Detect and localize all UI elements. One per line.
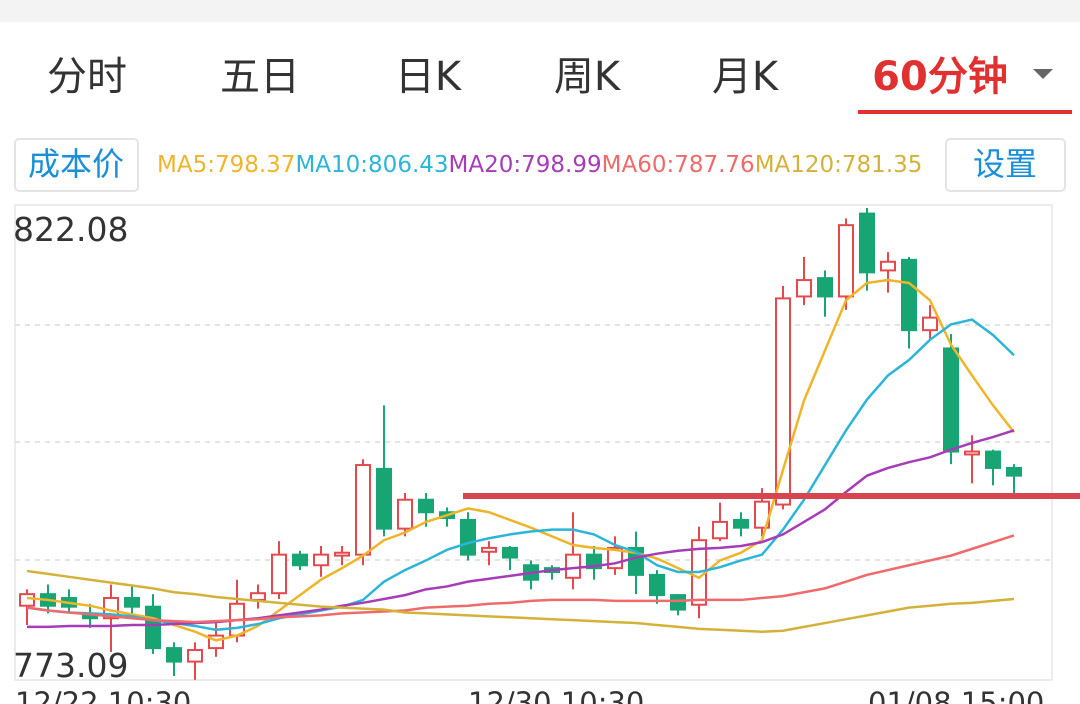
tab[interactable]: 日K xyxy=(395,54,463,100)
candle-body xyxy=(334,551,350,557)
candle-body xyxy=(838,224,854,298)
x-tick-label: 12/22 10:30 xyxy=(15,686,191,704)
legend-entry: MA20:798.99 xyxy=(449,152,602,178)
tab[interactable]: 周K xyxy=(554,54,622,100)
ma-line xyxy=(26,278,1015,642)
tab[interactable]: 月K xyxy=(712,54,780,100)
candle-body xyxy=(943,347,959,453)
status-strip xyxy=(0,0,1080,22)
candle-body xyxy=(901,258,917,332)
candle-body xyxy=(880,260,896,272)
candle-body xyxy=(922,316,938,332)
ma-line xyxy=(27,429,1015,629)
legend-entry: MA120:781.35 xyxy=(755,152,923,178)
candle-body xyxy=(376,467,392,530)
ma-line xyxy=(26,534,1015,624)
cost-button-label[interactable]: 成本价 xyxy=(28,145,124,183)
settings-button[interactable] xyxy=(945,138,1066,192)
candle-body xyxy=(292,553,308,567)
candle-body xyxy=(649,573,665,597)
candle-body xyxy=(775,297,791,506)
cost-button[interactable] xyxy=(14,138,139,192)
candle-body xyxy=(145,605,161,650)
candle-body xyxy=(796,279,812,298)
tab[interactable]: 60分钟 xyxy=(872,54,1008,100)
candle-body xyxy=(481,546,497,553)
y-tick-label: 822.08 xyxy=(13,210,128,249)
candle-body xyxy=(1006,466,1022,477)
candle-body xyxy=(859,212,875,274)
candle-body xyxy=(397,498,413,530)
candle-body xyxy=(166,647,182,663)
legend-entry: MA60:787.76 xyxy=(602,152,755,178)
x-tick-label: 01/08 15:00 xyxy=(868,686,1044,704)
candle-body xyxy=(964,450,980,456)
x-tick-label: 12/30 10:30 xyxy=(468,686,644,704)
settings-button-label[interactable]: 设置 xyxy=(973,145,1037,183)
candle-body xyxy=(502,546,518,559)
tab[interactable]: 分时 xyxy=(47,54,127,100)
candle-body xyxy=(271,553,287,595)
candle-body xyxy=(124,597,140,608)
candle-body xyxy=(313,553,329,567)
candle-body xyxy=(565,553,581,579)
guide-lines xyxy=(15,324,1052,561)
candle-body xyxy=(817,277,833,298)
ma-line xyxy=(26,318,1015,632)
legend-entry: MA10:806.43 xyxy=(295,152,448,178)
legend-entry: MA5:798.37 xyxy=(157,152,295,178)
candle-body xyxy=(733,518,749,529)
tab[interactable]: 五日 xyxy=(220,54,300,100)
dropdown-caret[interactable] xyxy=(1033,69,1053,79)
ma-legend: MA5:798.37MA10:806.43MA20:798.99MA60:787… xyxy=(157,152,922,178)
candle-body xyxy=(712,520,728,540)
candle-body xyxy=(985,450,1001,469)
tab-underline xyxy=(858,110,1072,114)
candle-body xyxy=(418,498,434,514)
candle-body xyxy=(670,594,686,611)
ma-line xyxy=(26,569,1015,633)
candle-body xyxy=(355,464,371,556)
y-tick-label: 773.09 xyxy=(13,646,128,685)
tab-bar: 分时 五日 日K 周K 月K 60分钟 xyxy=(47,54,1008,100)
candle-body xyxy=(460,518,476,556)
candle-body xyxy=(187,649,203,663)
candle-body xyxy=(19,593,35,607)
candle-body xyxy=(250,592,266,601)
